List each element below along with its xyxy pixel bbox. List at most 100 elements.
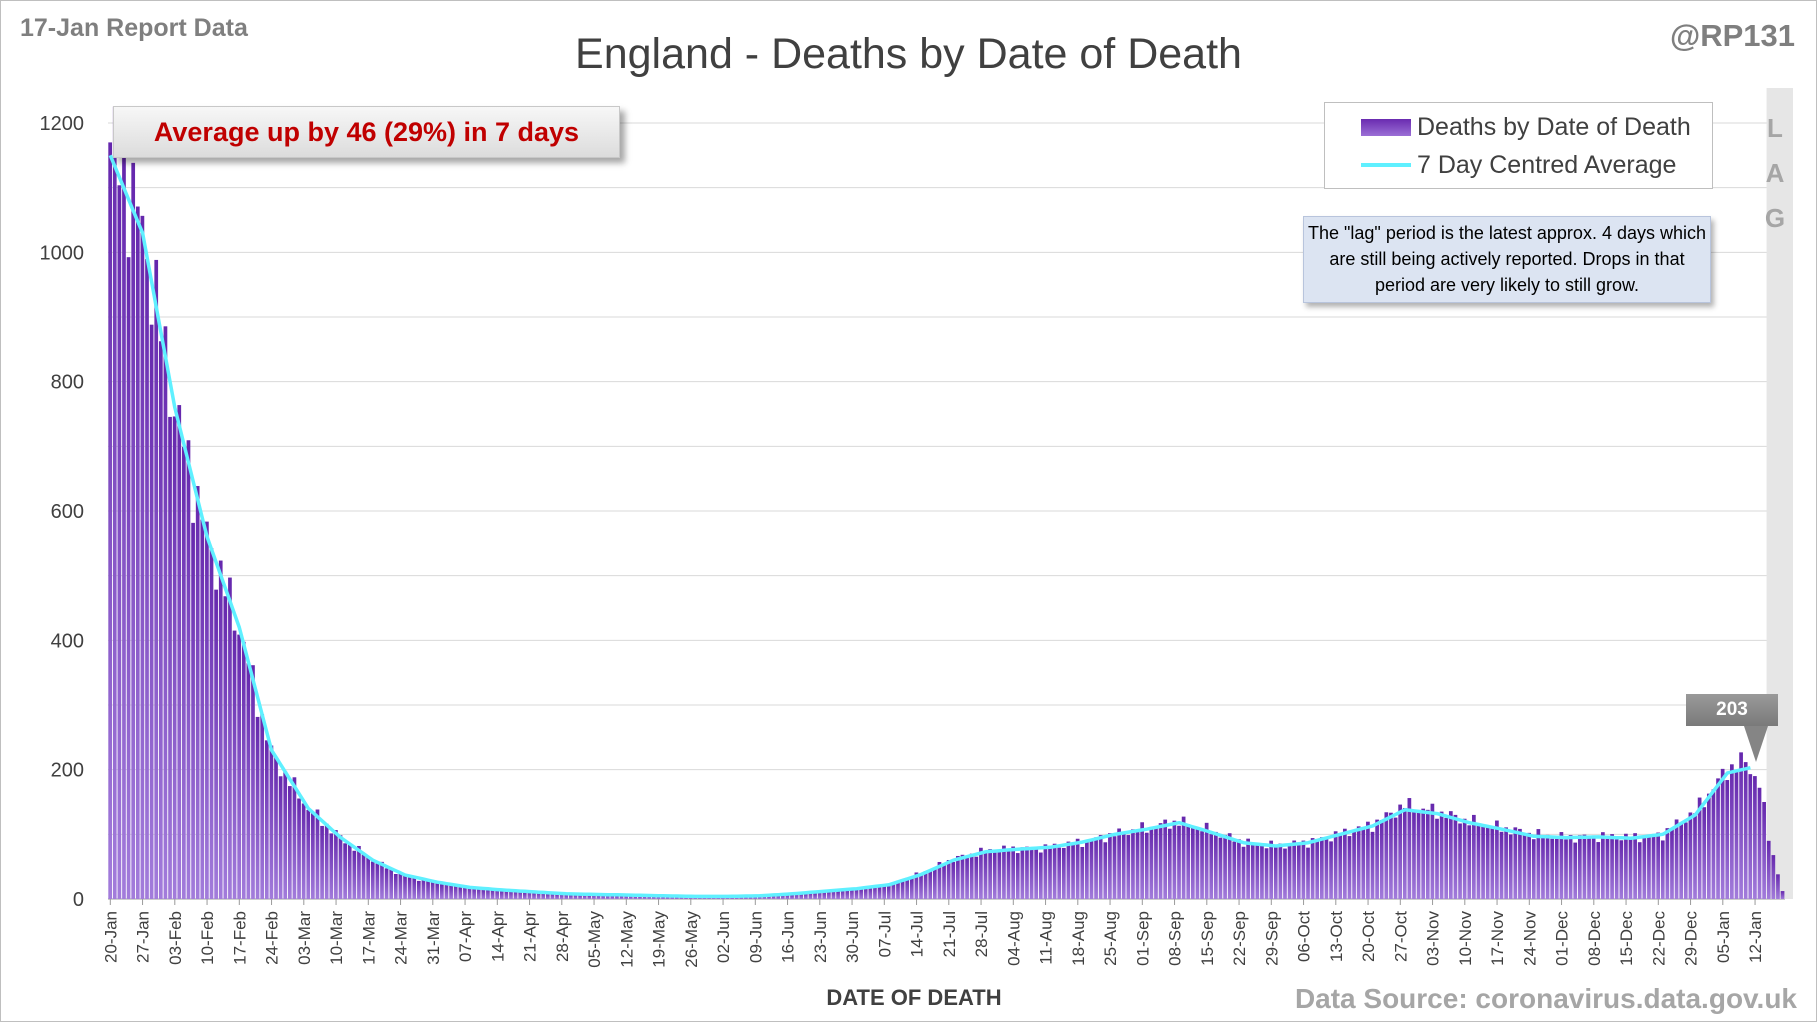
- bar: [992, 851, 997, 899]
- bar: [840, 889, 845, 899]
- x-tick-label: 26-May: [682, 911, 701, 968]
- bar: [1232, 841, 1237, 899]
- bar: [1554, 838, 1559, 899]
- y-tick-label: 200: [51, 760, 84, 782]
- bar: [541, 892, 546, 899]
- bar: [476, 887, 481, 899]
- x-tick-label: 22-Dec: [1649, 911, 1668, 966]
- bar: [1481, 825, 1485, 899]
- bar: [306, 809, 311, 899]
- legend-label-average: 7 Day Centred Average: [1417, 150, 1677, 179]
- bar: [274, 757, 278, 899]
- x-tick-label: 24-Feb: [263, 911, 282, 965]
- bar: [1310, 838, 1315, 899]
- bar: [1140, 822, 1145, 899]
- bar: [1780, 891, 1785, 899]
- bar: [191, 522, 195, 899]
- bar: [1582, 834, 1587, 899]
- report-date-label: 17-Jan Report Data: [20, 14, 248, 42]
- bar: [827, 890, 831, 899]
- x-tick-label: 12-May: [617, 911, 636, 968]
- bar: [974, 856, 979, 899]
- bar: [942, 864, 946, 899]
- bar: [1061, 847, 1066, 899]
- bar: [1329, 841, 1333, 899]
- bar: [407, 877, 412, 899]
- bar: [1688, 812, 1693, 899]
- bar: [1591, 835, 1596, 899]
- bar: [628, 895, 633, 899]
- bar: [956, 855, 960, 899]
- bar: [1273, 847, 1278, 899]
- bar: [638, 895, 642, 899]
- bar: [1637, 842, 1642, 899]
- bar: [1748, 774, 1753, 899]
- bar: [486, 888, 490, 899]
- bar: [1490, 826, 1495, 899]
- bar: [891, 882, 896, 899]
- x-tick-label: 03-Feb: [166, 911, 185, 965]
- bar: [232, 630, 237, 899]
- bar: [1121, 833, 1126, 899]
- bar: [1619, 840, 1624, 899]
- bar: [168, 416, 172, 899]
- bar: [532, 891, 536, 899]
- bar: [1679, 823, 1684, 899]
- bar: [1587, 836, 1591, 899]
- bar: [1011, 846, 1016, 899]
- bar: [1730, 764, 1734, 899]
- bar: [1384, 812, 1389, 899]
- bar: [1458, 823, 1462, 899]
- bar: [1315, 839, 1320, 899]
- bar: [831, 890, 836, 899]
- bar: [1223, 834, 1227, 899]
- bar: [122, 156, 126, 899]
- bar: [182, 446, 186, 899]
- bar: [509, 890, 513, 899]
- bar: [1283, 848, 1287, 899]
- x-tick-label: 11-Aug: [1037, 911, 1056, 965]
- bar: [301, 803, 306, 899]
- x-tick-label: 25-Aug: [1101, 911, 1120, 966]
- bar: [1163, 819, 1168, 899]
- bar: [1647, 834, 1651, 899]
- bar: [785, 893, 790, 899]
- bar: [545, 893, 550, 899]
- bar: [886, 885, 891, 899]
- bar: [209, 548, 214, 899]
- bar: [767, 895, 771, 899]
- bar: [200, 519, 205, 899]
- x-tick-label: 19-May: [650, 911, 669, 968]
- bar: [1071, 844, 1075, 899]
- bar: [1172, 820, 1177, 899]
- x-tick-label: 10-Feb: [198, 911, 217, 965]
- bar: [569, 894, 573, 899]
- bar: [1278, 843, 1283, 899]
- chart-title: England - Deaths by Date of Death: [575, 30, 1242, 78]
- bar: [928, 870, 933, 899]
- bar: [145, 258, 149, 899]
- peak-value-label: 203: [1686, 694, 1778, 726]
- bar: [195, 486, 200, 899]
- bar: [1190, 828, 1195, 899]
- bar: [1002, 845, 1006, 899]
- bar: [1550, 838, 1555, 899]
- bar: [334, 830, 338, 899]
- bar: [1214, 831, 1218, 899]
- bar: [1301, 840, 1306, 899]
- bar: [555, 893, 559, 899]
- bar: [1296, 844, 1301, 899]
- bar: [1577, 835, 1582, 899]
- bar: [1536, 829, 1541, 899]
- average-change-callout: Average up by 46 (29%) in 7 days: [113, 106, 620, 158]
- bar: [1112, 836, 1117, 899]
- x-tick-label: 09-Jun: [746, 911, 765, 963]
- bar: [1444, 817, 1449, 899]
- bar: [177, 405, 182, 899]
- bar: [822, 891, 827, 899]
- x-tick-label: 05-Jan: [1714, 911, 1733, 963]
- bar: [1416, 810, 1421, 899]
- bar: [1319, 837, 1324, 899]
- bar: [1324, 838, 1329, 899]
